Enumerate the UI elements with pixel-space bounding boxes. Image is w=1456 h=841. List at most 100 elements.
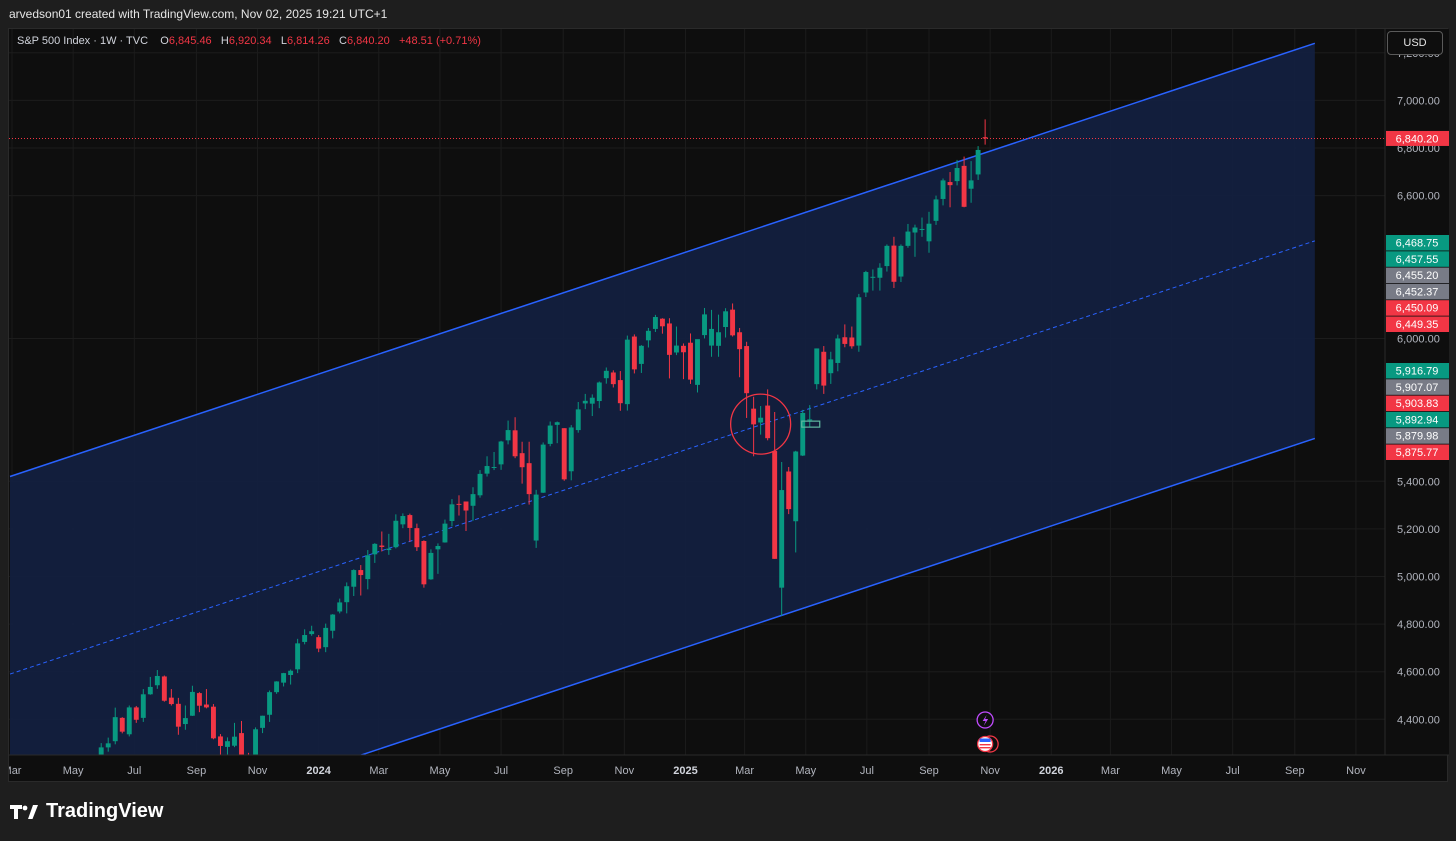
price-tag-label: 6,457.55: [1396, 254, 1439, 266]
candle: [267, 690, 273, 722]
candle: [631, 334, 637, 374]
candle-body: [288, 670, 294, 676]
candle-body: [912, 227, 918, 233]
candle-body: [821, 351, 827, 386]
candle-body: [358, 570, 364, 576]
candle: [393, 514, 399, 549]
candle: [232, 722, 237, 748]
candle-body: [105, 743, 111, 748]
candle-body: [758, 417, 764, 423]
candle-body: [709, 328, 714, 346]
candle-body: [933, 199, 939, 221]
close-value: 6,840.20: [346, 35, 390, 47]
price-chart[interactable]: 4,400.00 4,600.00 4,800.00 5,000.00 5,200.00…: [9, 29, 1449, 783]
candle: [905, 223, 911, 248]
open-value: 6,845.46: [168, 35, 212, 47]
candle: [365, 550, 371, 590]
time-tick-label: Mar: [369, 765, 388, 777]
candle: [772, 411, 778, 559]
candle: [807, 405, 813, 427]
candle-body: [589, 397, 595, 404]
price-tag-label: 6,450.09: [1396, 303, 1439, 315]
candle-body: [253, 729, 258, 755]
candle: [716, 314, 722, 357]
candle: [372, 543, 378, 563]
price-tag: 5,907.07: [1386, 379, 1449, 395]
time-tick-label: Mar: [1101, 765, 1120, 777]
candle: [182, 705, 188, 730]
candle: [666, 318, 672, 379]
price-tag-bg: [1386, 283, 1449, 300]
brand-name: TradingView: [46, 800, 164, 822]
price-tag-bg: [1386, 251, 1449, 267]
candle: [526, 441, 532, 505]
low-value: 6,814.26: [286, 35, 330, 47]
price-tag-bg: [1386, 363, 1449, 379]
price-tick-label: 6,800.00: [1397, 143, 1440, 155]
candle: [344, 582, 350, 614]
candle-body: [112, 717, 118, 742]
tradingview-logo[interactable]: TradingView: [10, 800, 163, 823]
chart-frame[interactable]: 4,400.00 4,600.00 4,800.00 5,000.00 5,200.00…: [8, 28, 1449, 783]
candle: [652, 314, 658, 333]
candle: [92, 764, 97, 783]
candle-body: [140, 694, 146, 718]
candle: [835, 334, 841, 372]
candle-body: [260, 715, 266, 728]
time-tick-label: May: [430, 765, 451, 777]
candle: [849, 326, 855, 349]
price-tag-label: 5,892.94: [1396, 414, 1439, 426]
candle: [295, 638, 301, 674]
candle-body: [631, 336, 637, 370]
price-tick-label: 5,200.00: [1397, 524, 1440, 536]
candle: [189, 685, 195, 716]
candle-body: [491, 466, 497, 468]
candles: [92, 119, 988, 783]
symbol-label[interactable]: S&P 500 Index · 1W · TVC: [17, 35, 149, 47]
candle: [891, 236, 897, 288]
price-tag-label: 5,916.79: [1396, 366, 1439, 378]
candle: [877, 263, 883, 291]
candle-body: [400, 516, 406, 525]
candle-body: [603, 370, 609, 379]
candle: [723, 308, 729, 338]
candle-body: [645, 330, 651, 341]
candle: [673, 326, 679, 356]
candle: [709, 309, 714, 357]
high-label: H: [220, 35, 229, 47]
candle-body: [449, 504, 455, 522]
currency-button[interactable]: USD: [1387, 31, 1443, 55]
candle-body: [765, 405, 771, 439]
time-tick-label: Sep: [187, 765, 207, 777]
candle: [659, 318, 665, 334]
candle-body: [218, 736, 223, 746]
candle-body: [610, 372, 616, 385]
price-tick-label: 5,400.00: [1397, 476, 1440, 488]
high-value: 6,920.34: [228, 35, 272, 47]
candle-body: [638, 345, 644, 364]
price-tag-bg: [1386, 444, 1449, 460]
price-tag: 5,892.94: [1386, 411, 1449, 428]
symbol-legend: S&P 500 Index · 1W · TVC O6,845.46 H6,92…: [17, 35, 481, 47]
price-tag: 5,875.77: [1386, 444, 1449, 460]
candle: [428, 549, 434, 580]
candle: [260, 715, 266, 734]
candle: [147, 676, 153, 695]
time-tick-label: Jul: [494, 765, 508, 777]
price-tick-label: 4,800.00: [1397, 619, 1440, 631]
candle: [779, 461, 785, 616]
candle-body: [659, 318, 665, 327]
time-tick-label: 2025: [673, 765, 697, 777]
candle-body: [281, 673, 287, 683]
candle-body: [92, 766, 97, 770]
candle: [210, 704, 216, 740]
candle-body: [351, 570, 357, 587]
candle: [940, 178, 946, 206]
candle: [498, 440, 504, 470]
candle: [196, 692, 202, 713]
candle-body: [442, 523, 448, 543]
price-tag: 5,916.79: [1386, 363, 1449, 379]
candle: [175, 697, 181, 735]
candle: [533, 489, 539, 548]
candle: [463, 501, 469, 532]
